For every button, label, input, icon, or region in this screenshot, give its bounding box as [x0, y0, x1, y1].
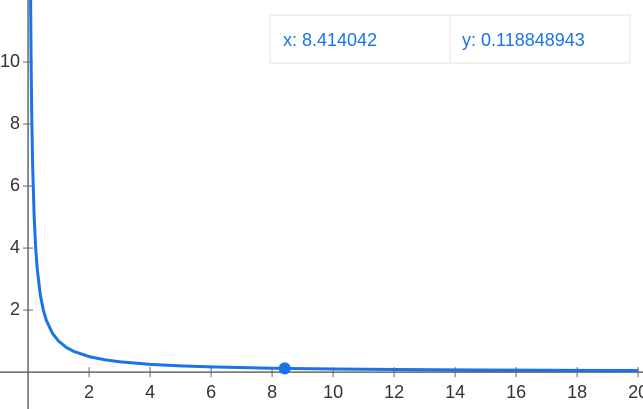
y-tick-label: 8 [10, 113, 20, 133]
x-tick-label: 6 [206, 382, 216, 402]
readout-box: x: 8.414042 y: 0.118848943 [269, 14, 631, 64]
x-tick-label: 14 [445, 382, 465, 402]
curve [29, 0, 639, 373]
y-tick-label: 6 [10, 175, 20, 195]
x-tick-label: 20 [628, 382, 643, 402]
x-readout: x: 8.414042 [283, 30, 377, 50]
y-tick-label: 2 [10, 299, 20, 319]
x-tick-label: 12 [384, 382, 404, 402]
x-tick-label: 18 [567, 382, 587, 402]
x-tick-label: 8 [267, 382, 277, 402]
y-tick-label: 4 [10, 237, 20, 257]
highlight-point [278, 362, 291, 375]
x-tick-label: 4 [145, 382, 155, 402]
y-readout: y: 0.118848943 [462, 30, 585, 50]
y-tick-label: 10 [0, 51, 20, 71]
x-tick-label: 10 [323, 382, 343, 402]
x-tick-label: 16 [506, 382, 526, 402]
x-tick-label: 2 [84, 382, 94, 402]
